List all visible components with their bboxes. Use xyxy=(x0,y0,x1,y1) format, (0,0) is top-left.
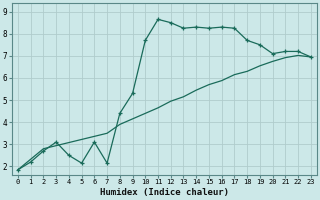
X-axis label: Humidex (Indice chaleur): Humidex (Indice chaleur) xyxy=(100,188,229,197)
